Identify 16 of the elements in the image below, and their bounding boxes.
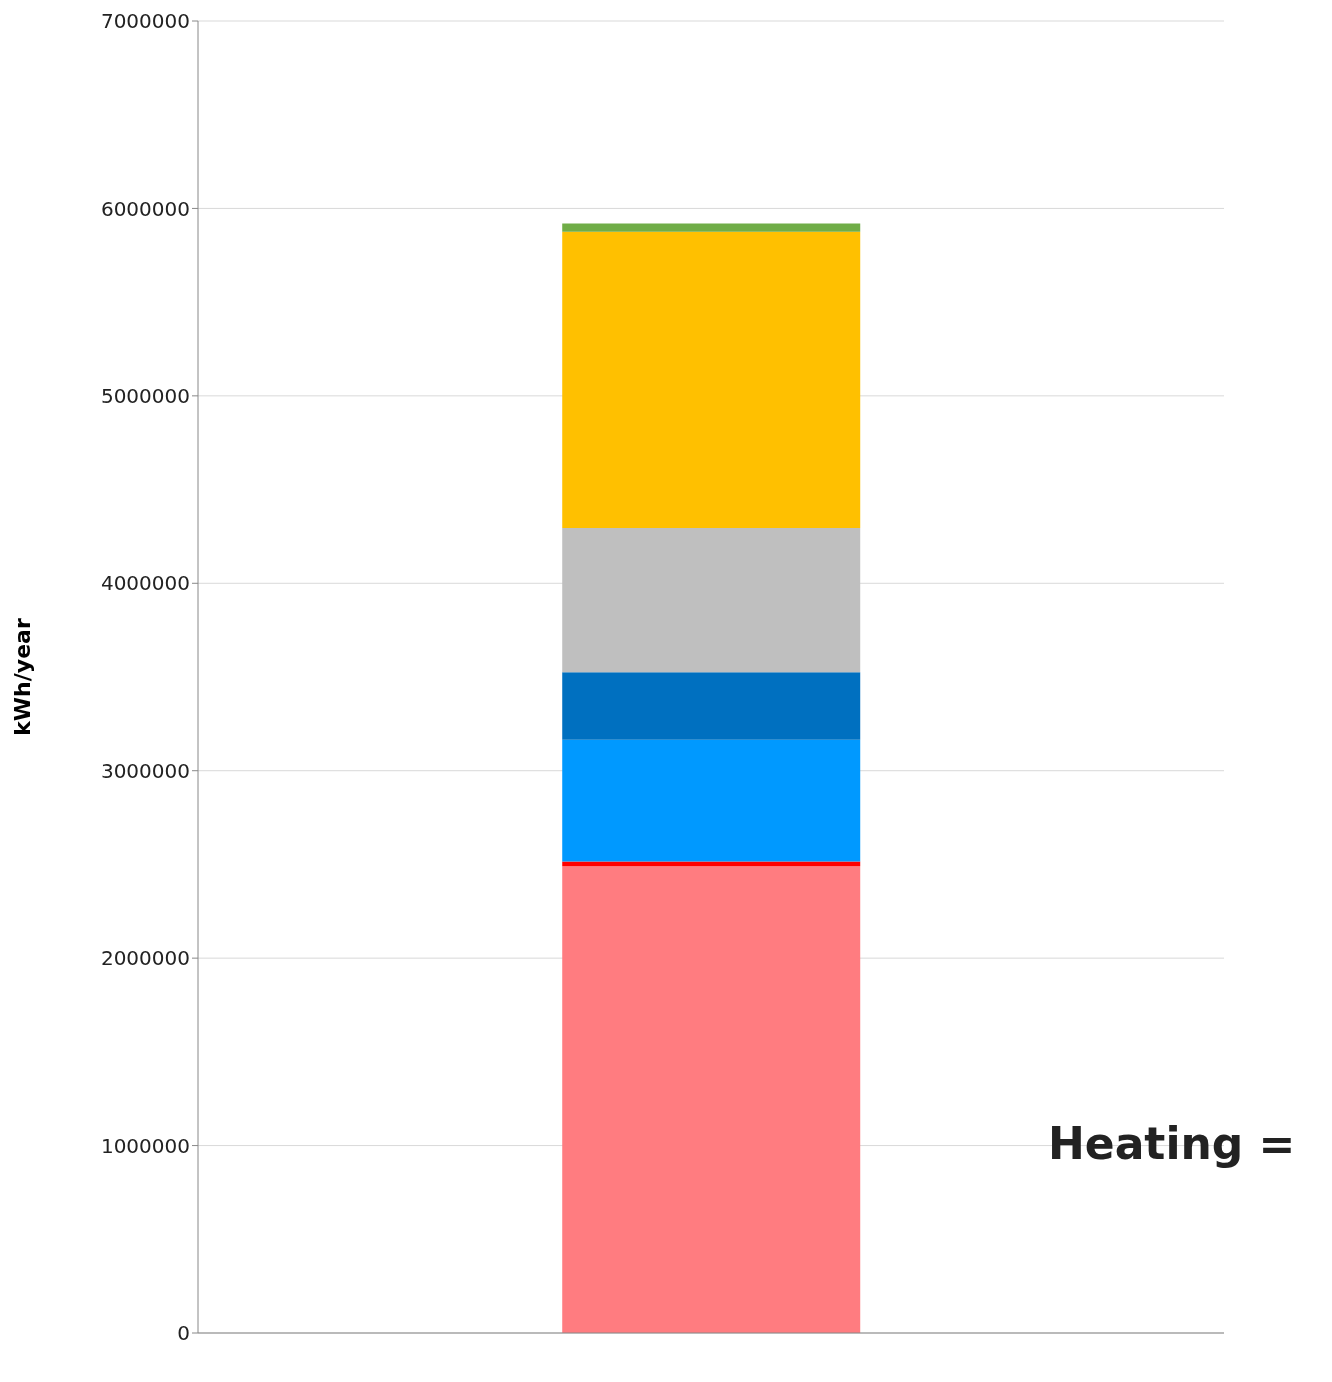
y-tick-label: 0 [177,1321,190,1346]
y-tick-label: 2000000 [100,946,190,971]
bar [562,527,861,673]
y-tick-label: 6000000 [100,196,190,221]
bar [562,739,861,862]
y-tick-label: 3000000 [100,758,190,783]
y-tick-label: 7000000 [100,9,190,34]
y-tick-label: 5000000 [100,383,190,408]
annotation: Heating = [1048,1118,1296,1169]
bar [562,231,861,528]
bar [562,223,861,232]
y-tick-label: 4000000 [100,571,190,596]
bar [562,672,861,740]
y-tick-label: 1000000 [100,1133,190,1158]
bar [562,866,861,1333]
y-axis-title: kWh/year [9,618,35,736]
